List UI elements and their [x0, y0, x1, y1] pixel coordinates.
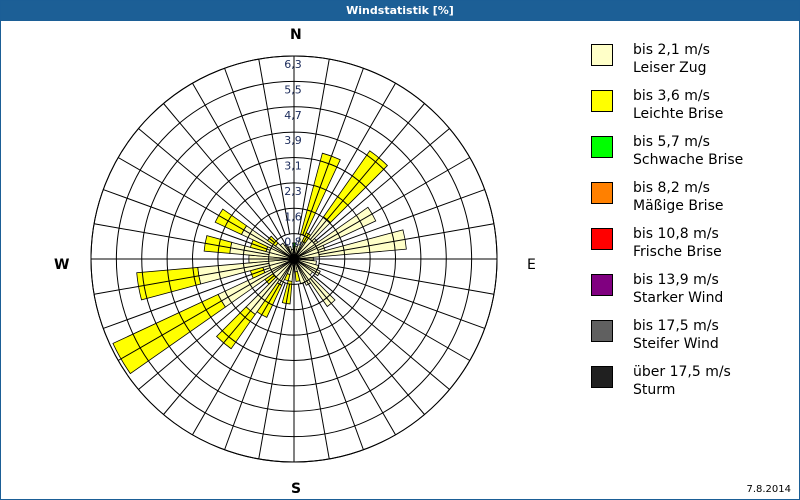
legend-range: bis 10,8 m/s	[633, 226, 719, 242]
wind-sector-segment	[214, 208, 248, 236]
radial-tick-label: 6,3	[284, 58, 302, 71]
legend-swatch	[591, 44, 613, 66]
radial-tick-label: 4,7	[284, 109, 302, 122]
window-title: Windstatistik [%]	[1, 1, 799, 21]
legend-label: Steifer Wind	[633, 336, 719, 352]
radial-tick-label: 1,6	[284, 210, 302, 223]
radial-tick-label: 2,3	[284, 185, 302, 198]
legend-label: Frische Brise	[633, 244, 722, 260]
cardinal-north: N	[290, 27, 302, 43]
radial-tick-label: 3,9	[284, 134, 302, 147]
legend-label: Leichte Brise	[633, 106, 724, 122]
legend-label: Sturm	[633, 382, 676, 398]
legend-swatch	[591, 136, 613, 158]
wind-sector-segment	[294, 270, 301, 282]
legend-range: über 17,5 m/s	[633, 364, 731, 380]
cardinal-east: E	[527, 257, 536, 273]
cardinal-south: S	[291, 481, 302, 497]
legend-swatch	[591, 228, 613, 250]
legend-range: bis 17,5 m/s	[633, 318, 719, 334]
date-label: 7.8.2014	[746, 484, 791, 495]
radial-tick-label: 0,8	[284, 236, 302, 249]
radial-tick-label: 5,5	[284, 83, 302, 96]
legend-swatch	[591, 274, 613, 296]
wind-rose-chart: 0,8 1,6 2,3 3,1 3,9 4,7 5,5 6,3	[90, 55, 498, 463]
wind-sector-segment	[279, 242, 295, 260]
wind-sector-segment	[203, 235, 233, 254]
legend-range: bis 2,1 m/s	[633, 42, 710, 58]
legend-swatch	[591, 320, 613, 342]
wind-sector-segment	[112, 293, 226, 375]
wind-sector-segment	[136, 266, 202, 301]
legend-range: bis 5,7 m/s	[633, 134, 710, 150]
legend-swatch	[591, 182, 613, 204]
legend-label: Mäßige Brise	[633, 198, 724, 214]
legend-range: bis 8,2 m/s	[633, 180, 710, 196]
legend-range: bis 3,6 m/s	[633, 88, 710, 104]
radial-tick-label: 3,1	[284, 160, 302, 173]
legend-swatch	[591, 366, 613, 388]
legend-swatch	[591, 90, 613, 112]
legend-label: Schwache Brise	[633, 152, 744, 168]
legend-label: Leiser Zug	[633, 60, 707, 76]
legend-range: bis 13,9 m/s	[633, 272, 719, 288]
cardinal-west: W	[54, 257, 70, 273]
legend-label: Starker Wind	[633, 290, 724, 306]
